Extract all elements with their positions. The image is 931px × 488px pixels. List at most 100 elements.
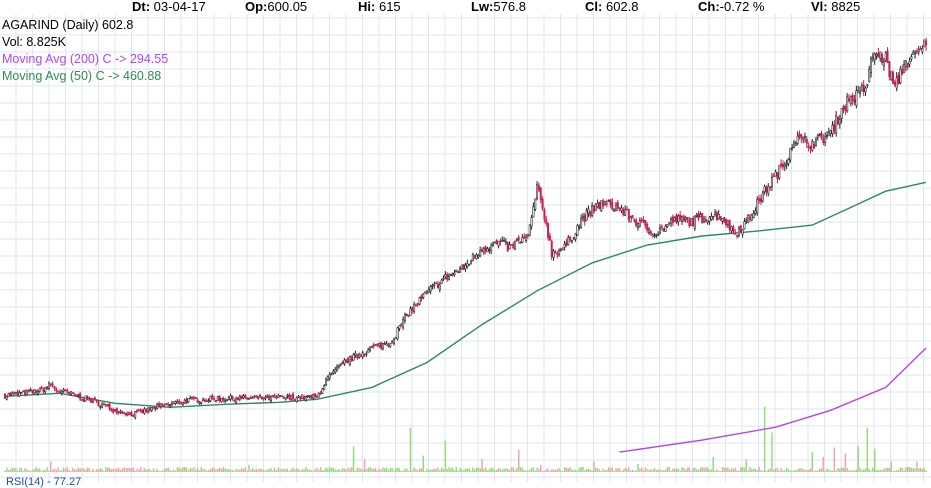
volume-bar: [631, 469, 634, 472]
volume-bar: [657, 469, 659, 472]
candle-body: [46, 386, 49, 389]
volume-bar: [270, 467, 272, 472]
candle-body: [337, 365, 340, 368]
ohlc-info-bar: Dt: 03-04-17 Op:600.05 Hi: 615 Lw:576.8 …: [0, 0, 931, 14]
candle-body: [833, 123, 836, 132]
candle-body: [572, 237, 575, 240]
candle-body: [666, 224, 669, 227]
candle-body: [238, 396, 241, 400]
volume-bar: [402, 470, 404, 472]
candle-body: [704, 219, 707, 222]
volume-legend: Vol: 8.825K: [2, 35, 66, 49]
volume-bar: [73, 469, 76, 472]
candle-body: [143, 408, 146, 414]
candle-body: [510, 244, 513, 246]
candle-body: [132, 415, 135, 417]
candle-body: [323, 385, 326, 391]
candle-body: [60, 390, 63, 394]
candle-body: [310, 394, 313, 399]
volume-bar: [851, 470, 854, 472]
candle-body: [86, 396, 89, 399]
candle-body: [798, 133, 801, 137]
candle-body: [47, 382, 50, 389]
candle-body: [644, 220, 647, 226]
volume-bar: [143, 468, 146, 472]
candle-body: [427, 289, 430, 293]
candle-body: [710, 215, 713, 220]
volume-bar: [508, 469, 511, 472]
ma200-legend[interactable]: Moving Avg (200) C -> 294.55: [2, 52, 169, 66]
candle-body: [732, 227, 735, 232]
volume-bar: [61, 470, 63, 472]
candle-body: [400, 323, 403, 326]
candle-body: [110, 408, 113, 412]
volume-bar: [66, 467, 69, 472]
volume-bar: [503, 468, 505, 472]
candle-body: [514, 240, 517, 250]
volume-bar: [582, 467, 584, 472]
candle-body: [88, 397, 91, 401]
candle-body: [581, 216, 584, 219]
volume-bar: [712, 456, 714, 472]
volume-bar: [446, 469, 448, 472]
volume-bar: [235, 469, 237, 472]
volume-bar: [716, 469, 718, 472]
volume-bar: [310, 470, 313, 472]
candle-body: [257, 396, 260, 399]
volume-bar: [523, 470, 525, 472]
candle-body: [842, 105, 845, 110]
candle-body: [192, 396, 195, 399]
volume-bar: [864, 468, 867, 472]
volume-bar: [688, 467, 691, 472]
volume-bar: [187, 470, 190, 472]
volume-bar: [332, 467, 335, 472]
volume-bar: [499, 468, 502, 472]
volume-bar: [112, 468, 114, 472]
candle-body: [93, 397, 96, 400]
volume-bar: [213, 467, 215, 472]
volume-bar: [268, 469, 270, 472]
candle-body: [737, 227, 740, 236]
candle-body: [321, 388, 324, 394]
candle-body: [659, 228, 662, 234]
volume-bar: [661, 470, 663, 472]
volume-bar: [106, 467, 109, 472]
volume-bar: [264, 470, 267, 472]
volume-bar: [850, 470, 852, 472]
date-field: Dt: 03-04-17: [132, 0, 206, 14]
volume-bar: [442, 469, 445, 472]
candle-body: [545, 219, 548, 224]
volume-bar: [413, 467, 415, 472]
candle-body: [837, 117, 840, 125]
candle-body: [314, 393, 317, 398]
volume-bar: [384, 468, 386, 472]
candle-body: [370, 345, 373, 348]
volume-bar: [644, 467, 647, 472]
candle-body: [523, 236, 526, 239]
candle-body: [873, 53, 876, 61]
volume-bar: [130, 468, 133, 472]
volume-bar: [666, 467, 669, 472]
volume-bar: [534, 470, 536, 472]
volume-bar: [556, 469, 558, 472]
volume-bar: [861, 470, 863, 472]
volume-bar: [842, 468, 845, 472]
candle-body: [519, 241, 522, 244]
volume-bar: [681, 467, 683, 472]
candle-body: [884, 52, 887, 61]
volume-bar: [406, 468, 408, 472]
candle-body: [442, 277, 445, 280]
volume-bar: [822, 456, 825, 472]
candle-body: [16, 391, 19, 395]
volume-bar: [679, 470, 681, 472]
candle-body: [95, 399, 98, 402]
volume-bar: [272, 470, 274, 472]
candle-body: [169, 404, 172, 407]
volume-bar: [881, 470, 883, 472]
candle-body: [282, 397, 285, 399]
candle-body: [567, 237, 570, 245]
volume-bar: [88, 468, 91, 472]
ma50-legend[interactable]: Moving Avg (50) C -> 460.88: [2, 69, 162, 83]
